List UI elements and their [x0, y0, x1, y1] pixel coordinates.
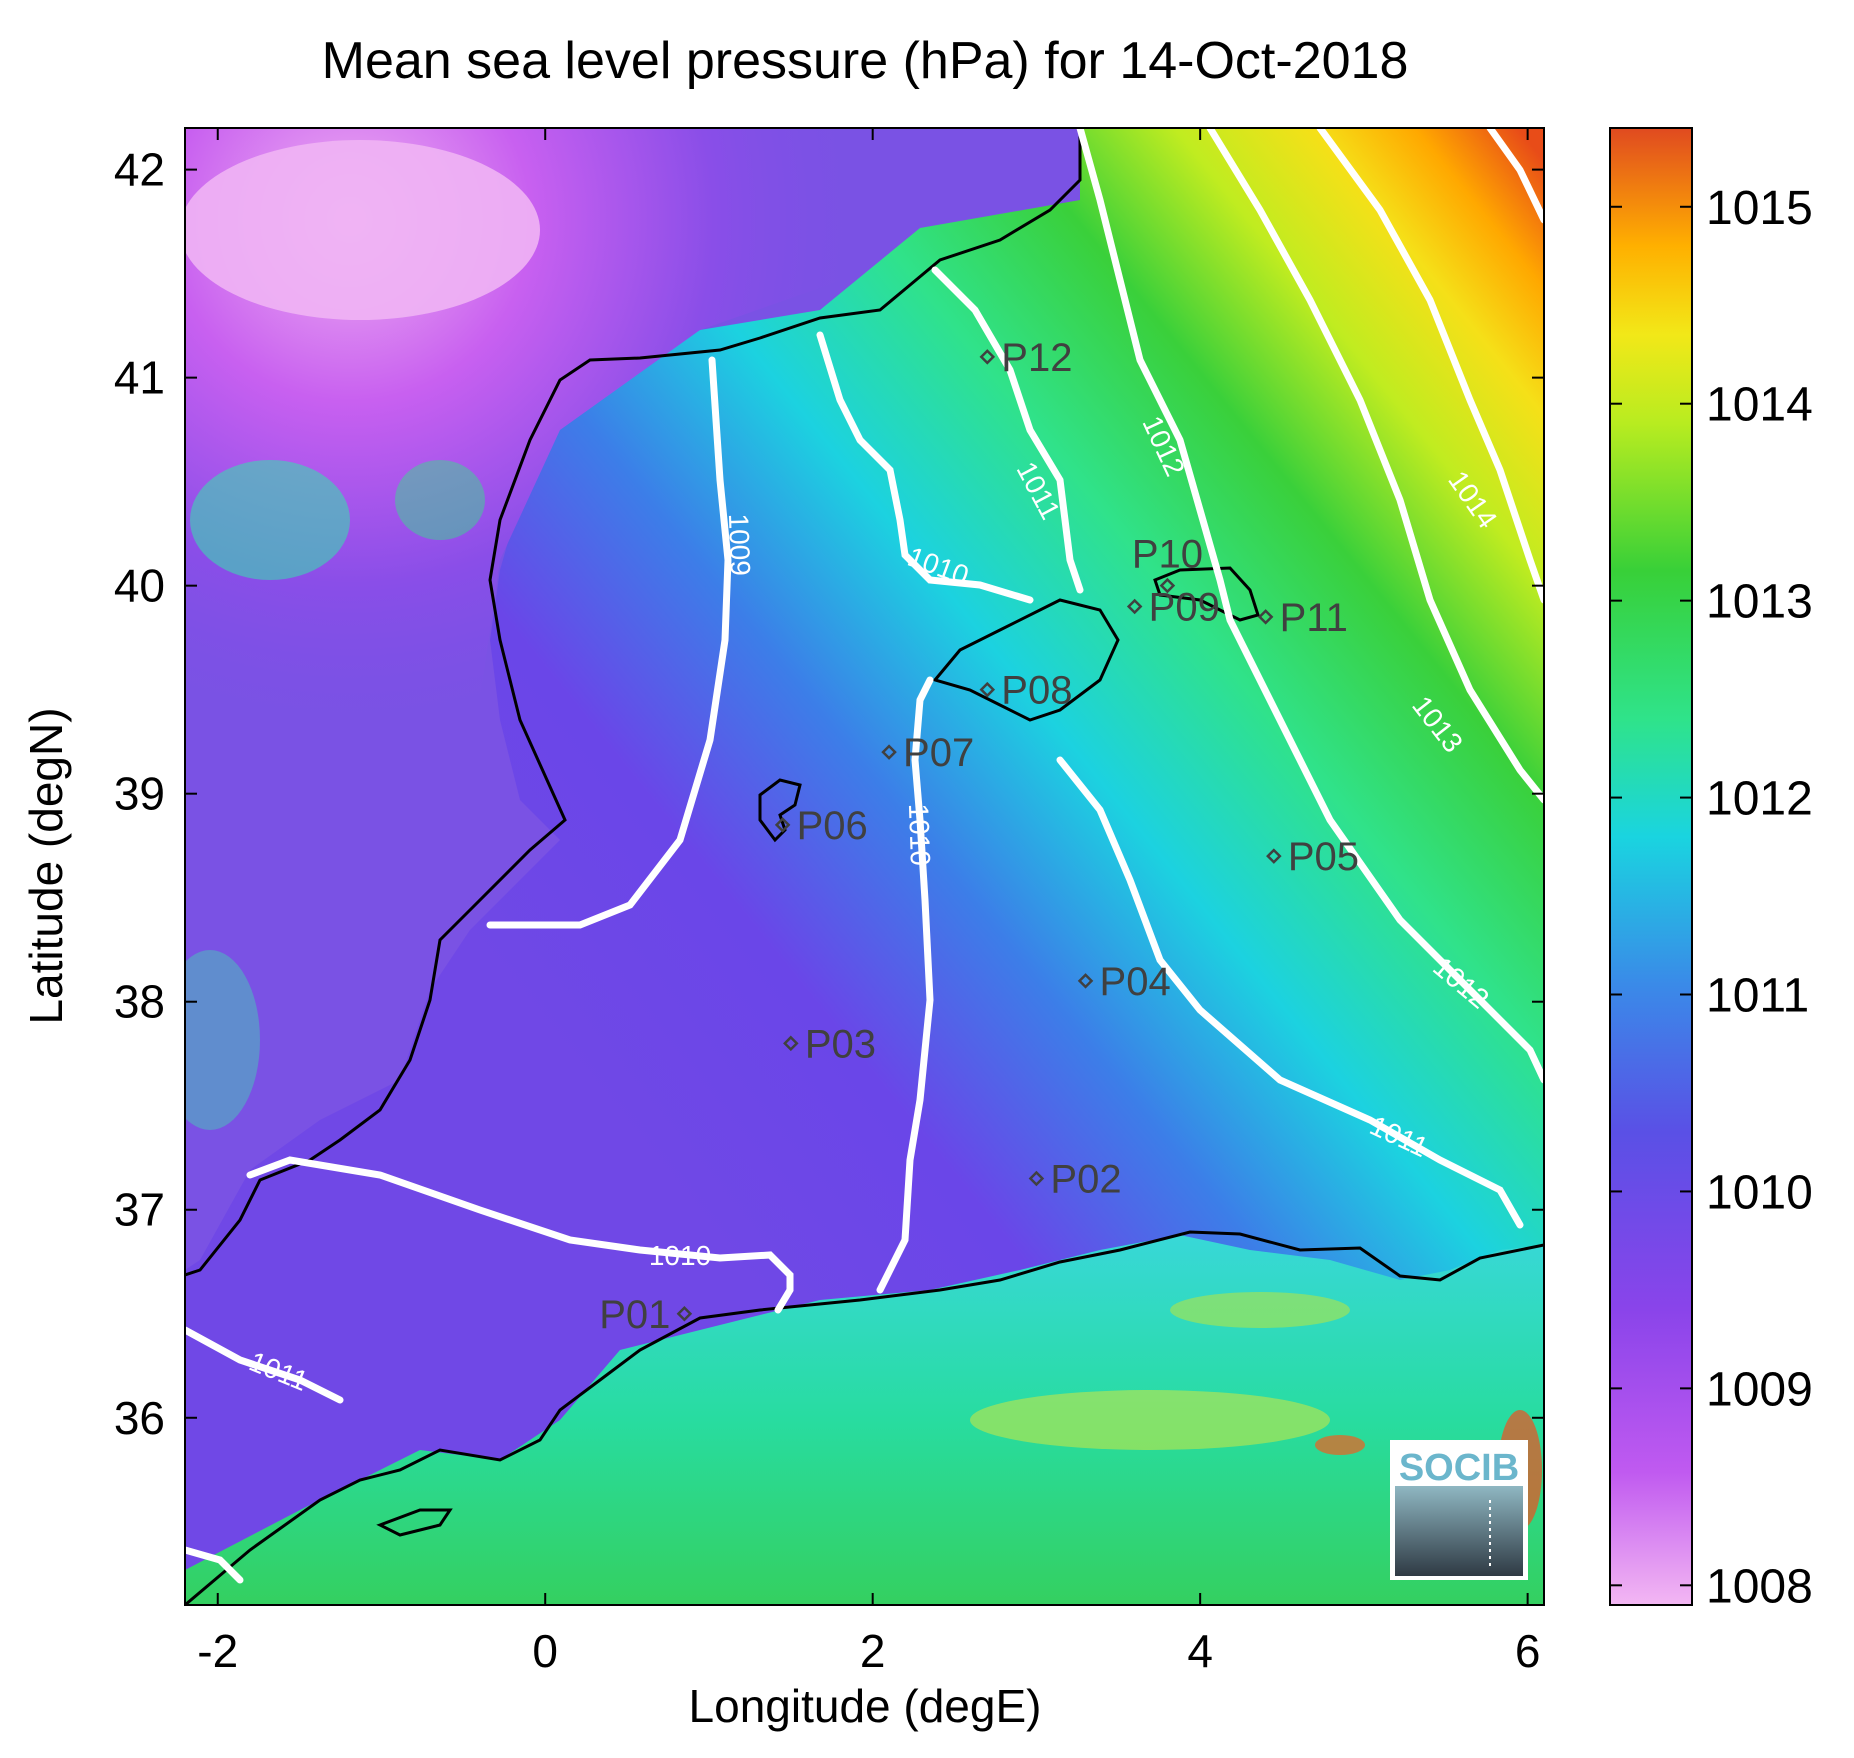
map-area: 1009 1010 1010 1010 1011 1011 1011 1012 …: [185, 128, 1544, 1605]
coastline-alboran: [376, 1508, 453, 1537]
y-tick-label: 40: [114, 560, 165, 612]
y-tick-label: 39: [114, 768, 165, 820]
x-tick-label: 2: [860, 1625, 886, 1677]
station-marker: [1159, 577, 1176, 594]
y-tick-label: 37: [114, 1184, 165, 1236]
station-label: P09: [1149, 585, 1220, 629]
y-tick-label: 38: [114, 976, 165, 1028]
contour-1010-north: [816, 331, 1034, 604]
contour-label-1010: 1010: [903, 803, 936, 866]
x-tick-label: -2: [197, 1625, 238, 1677]
contour-1010-south: [876, 676, 934, 1294]
land-green-patch: [395, 460, 485, 540]
colorbar-tick-label: 1011: [1706, 970, 1809, 1023]
chart-title: Mean sea level pressure (hPa) for 14-Oct…: [322, 32, 1409, 90]
logo-text: SOCIB: [1399, 1447, 1519, 1489]
station-label: P06: [797, 804, 868, 848]
contour-1009: [486, 356, 732, 929]
station-marker: [774, 817, 791, 833]
land-pink-zone: [185, 140, 540, 320]
x-axis-label: Longitude (degE): [689, 1680, 1042, 1732]
contour-1013: [1206, 128, 1544, 804]
y-tick-label: 36: [114, 1392, 165, 1444]
station-marker: [783, 1035, 799, 1052]
y-axis: 36 37 38 39 40 41 42: [114, 144, 1544, 1444]
station-label: P04: [1100, 960, 1171, 1004]
colorbar-tick-label: 1010: [1706, 1166, 1813, 1219]
colorbar-ticks: 1008 1009 1010 1011 1012 1013 1014 1015: [1610, 182, 1813, 1613]
colorbar-tick-label: 1014: [1706, 379, 1813, 432]
contour-lines: [185, 128, 1544, 1584]
socib-logo: SOCIB: [1390, 1440, 1528, 1580]
y-tick-label: 42: [114, 144, 165, 196]
land-yellow-band: [1170, 1292, 1350, 1328]
land-green-patch: [190, 460, 350, 580]
station-label: P10: [1132, 533, 1203, 577]
contour-label-1010: 1010: [649, 1240, 711, 1271]
x-tick-label: 6: [1515, 1625, 1541, 1677]
contour-1014: [1316, 128, 1544, 604]
contour-label-1009: 1009: [723, 513, 756, 576]
map-frame: [184, 127, 1545, 1606]
colorbar-tick-label: 1015: [1706, 182, 1813, 235]
station-label: P02: [1050, 1158, 1121, 1202]
station-marker: [979, 349, 996, 365]
coastline-iberia: [185, 128, 1082, 1277]
station-label: P03: [805, 1022, 876, 1066]
station-label: P11: [1280, 596, 1348, 640]
station-marker: [881, 744, 897, 760]
land-highlands: [185, 128, 1000, 1060]
station-label: P05: [1288, 835, 1359, 879]
x-tick-label: 0: [532, 1625, 558, 1677]
coastline-ibiza: [758, 778, 802, 843]
colorbar-tick-label: 1008: [1706, 1560, 1813, 1613]
station-marker: [979, 681, 996, 698]
contour-1011-corner: [185, 1546, 244, 1584]
contour-1011-west: [185, 1326, 344, 1404]
land-hot-spot: [1315, 1435, 1365, 1455]
coastlines: [185, 128, 1544, 1605]
station-label: P12: [1001, 336, 1072, 380]
land-north-africa: [185, 1235, 1544, 1605]
x-axis: -2 0 2 4 6: [197, 128, 1540, 1677]
contour-1012: [1076, 128, 1544, 1084]
coastline-africa: [185, 1230, 1544, 1605]
station-marker: [1077, 973, 1094, 989]
station-marker: [1126, 598, 1143, 615]
colorbar-tick-label: 1012: [1706, 773, 1813, 826]
stations: P01 P02 P03 P04 P05 P06 P07 P08 P09 P10 P11 P12: [599, 336, 1359, 1337]
station-marker: [1257, 609, 1274, 625]
colorbar-tick-label: 1009: [1706, 1363, 1813, 1416]
contour-1011-north: [931, 266, 1084, 594]
logo-wave: [1395, 1486, 1523, 1576]
x-tick-label: 4: [1187, 1625, 1213, 1677]
station-label: P01: [599, 1293, 670, 1337]
contour-1011-east: [1056, 756, 1524, 1229]
land-yellow-band: [970, 1390, 1330, 1450]
colorbar-tick-label: 1013: [1706, 576, 1813, 629]
y-tick-label: 41: [114, 352, 165, 404]
coastline-mallorca: [932, 598, 1120, 722]
y-axis-label: Latitude (degN): [20, 707, 72, 1024]
land-green-patch: [185, 950, 260, 1130]
station-marker: [676, 1305, 693, 1322]
colorbar: [1609, 127, 1693, 1606]
contour-1015: [1486, 128, 1544, 224]
station-label: P08: [1001, 669, 1072, 713]
station-marker: [1266, 848, 1282, 864]
station-marker: [1028, 1170, 1045, 1187]
contour-1010-west: [246, 1156, 794, 1314]
coastline-menorca: [1153, 566, 1260, 622]
station-label: P07: [903, 731, 974, 775]
